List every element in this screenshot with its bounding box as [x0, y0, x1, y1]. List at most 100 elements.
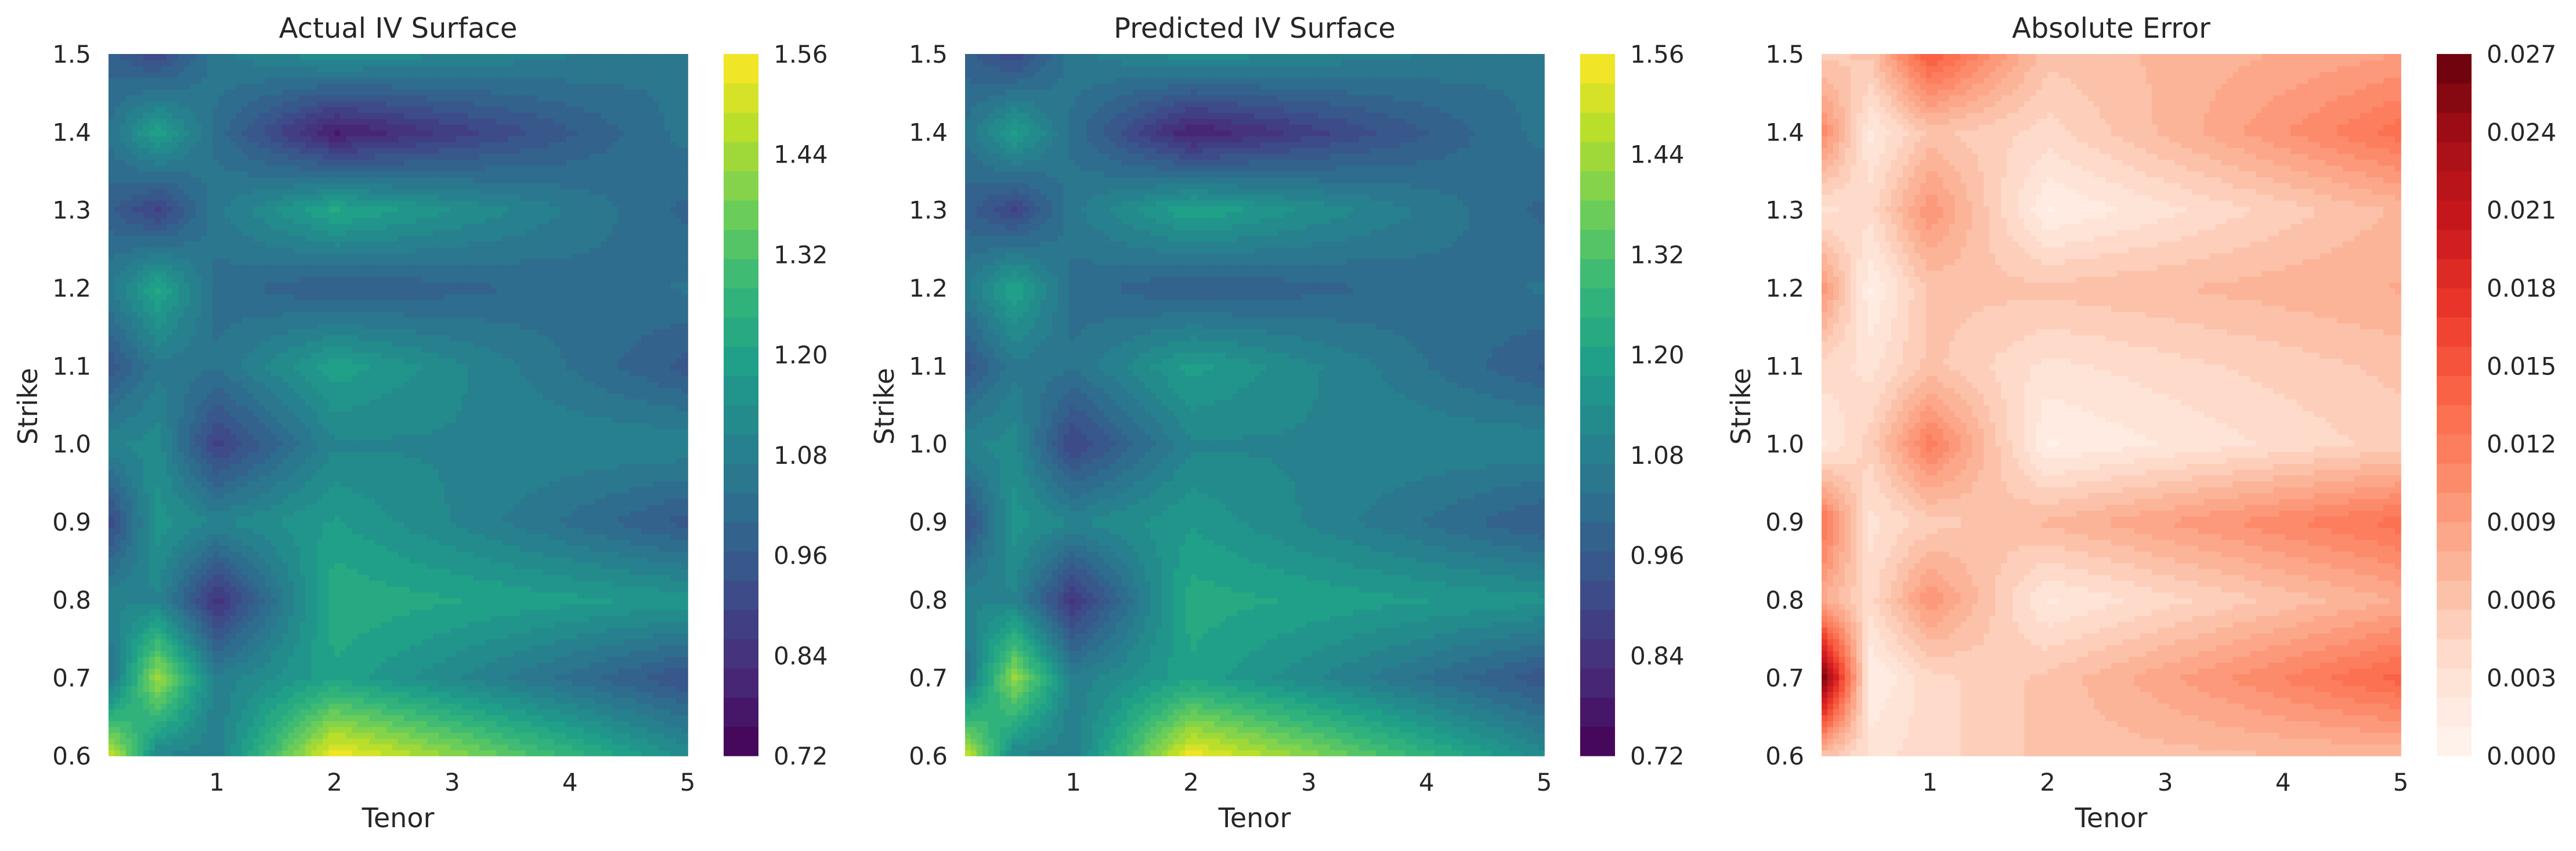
- contour-cell: [120, 633, 127, 639]
- contour-cell: [670, 662, 677, 669]
- contour-cell: [219, 545, 225, 551]
- contour-cell: [288, 691, 294, 698]
- contour-cell: [213, 727, 219, 733]
- contour-cell: [416, 610, 422, 616]
- contour-cell: [386, 680, 393, 686]
- contour-cell: [375, 627, 381, 633]
- contour-cell: [630, 697, 636, 704]
- contour-cell: [340, 633, 346, 639]
- contour-cell: [491, 598, 497, 604]
- contour-cell: [445, 545, 451, 551]
- contour-cell: [167, 674, 173, 680]
- contour-cell: [346, 481, 352, 487]
- contour-cell: [196, 493, 202, 499]
- contour-cell: [670, 586, 677, 593]
- contour-cell: [236, 475, 243, 481]
- contour-cell: [114, 580, 121, 587]
- contour-cell: [543, 569, 550, 575]
- contour-cell: [659, 551, 665, 557]
- contour-cell: [161, 475, 167, 481]
- contour-cell: [340, 463, 346, 470]
- contour-cell: [369, 633, 375, 639]
- contour-cell: [462, 522, 468, 528]
- contour-cell: [445, 651, 451, 657]
- contour-cell: [398, 627, 404, 633]
- contour-cell: [572, 528, 578, 534]
- contour-cell: [299, 657, 306, 663]
- contour-cell: [161, 703, 167, 709]
- contour-cell: [323, 481, 329, 487]
- contour-cell: [468, 580, 474, 587]
- contour-cell: [635, 487, 642, 493]
- contour-cell: [462, 499, 468, 505]
- contour-cell: [526, 557, 532, 563]
- contour-cell: [618, 610, 624, 616]
- contour-cell: [242, 475, 248, 481]
- contour-cell: [334, 487, 341, 493]
- contour-cell: [548, 533, 555, 540]
- contour-cell: [352, 504, 358, 511]
- contour-cell: [207, 715, 214, 721]
- contour-cell: [282, 715, 288, 721]
- contour-cell: [225, 522, 231, 528]
- contour-cell: [554, 563, 561, 569]
- contour-cell: [624, 545, 630, 551]
- contour-cell: [548, 575, 555, 581]
- contour-cell: [254, 539, 260, 546]
- contour-cell: [196, 686, 202, 692]
- contour-cell: [132, 516, 138, 522]
- contour-cell: [143, 604, 150, 610]
- contour-cell: [606, 499, 613, 505]
- contour-cell: [369, 510, 375, 517]
- contour-cell: [201, 551, 208, 557]
- contour-cell: [254, 528, 260, 534]
- contour-cell: [606, 592, 613, 598]
- contour-cell: [664, 586, 671, 593]
- contour-cell: [363, 715, 370, 721]
- contour-cell: [514, 598, 521, 604]
- contour-cell: [254, 703, 260, 709]
- contour-cell: [219, 686, 225, 692]
- contour-cell: [363, 639, 370, 646]
- contour-cell: [299, 539, 306, 546]
- contour-cell: [520, 575, 526, 581]
- contour-cell: [149, 592, 156, 598]
- contour-cell: [468, 645, 474, 651]
- contour-cell: [404, 557, 410, 563]
- contour-cell: [421, 592, 428, 598]
- contour-cell: [595, 750, 601, 756]
- contour-cell: [132, 621, 138, 628]
- contour-cell: [653, 528, 659, 534]
- contour-cell: [439, 475, 445, 481]
- contour-cell: [334, 522, 341, 528]
- contour-cell: [497, 686, 503, 692]
- contour-cell: [560, 493, 566, 499]
- contour-cell: [618, 691, 624, 698]
- contour-cell: [474, 680, 480, 686]
- contour-cell: [618, 639, 624, 646]
- contour-cell: [328, 580, 335, 587]
- contour-cell: [462, 504, 468, 511]
- contour-cell: [653, 569, 659, 575]
- contour-cell: [294, 522, 300, 528]
- contour-cell: [468, 715, 474, 721]
- contour-cell: [346, 651, 352, 657]
- contour-cell: [595, 551, 601, 557]
- contour-cell: [416, 545, 422, 551]
- contour-cell: [635, 598, 642, 604]
- contour-cell: [369, 721, 375, 727]
- contour-cell: [537, 621, 544, 628]
- contour-cell: [618, 750, 624, 756]
- contour-cell: [248, 709, 254, 715]
- contour-cell: [641, 627, 648, 633]
- contour-cell: [346, 738, 352, 745]
- contour-cell: [445, 504, 451, 511]
- contour-cell: [167, 680, 173, 686]
- contour-cell: [201, 516, 208, 522]
- contour-cell: [503, 674, 509, 680]
- contour-cell: [375, 504, 381, 511]
- contour-cell: [433, 680, 439, 686]
- contour-cell: [213, 563, 219, 569]
- contour-cell: [375, 487, 381, 493]
- contour-cell: [572, 627, 578, 633]
